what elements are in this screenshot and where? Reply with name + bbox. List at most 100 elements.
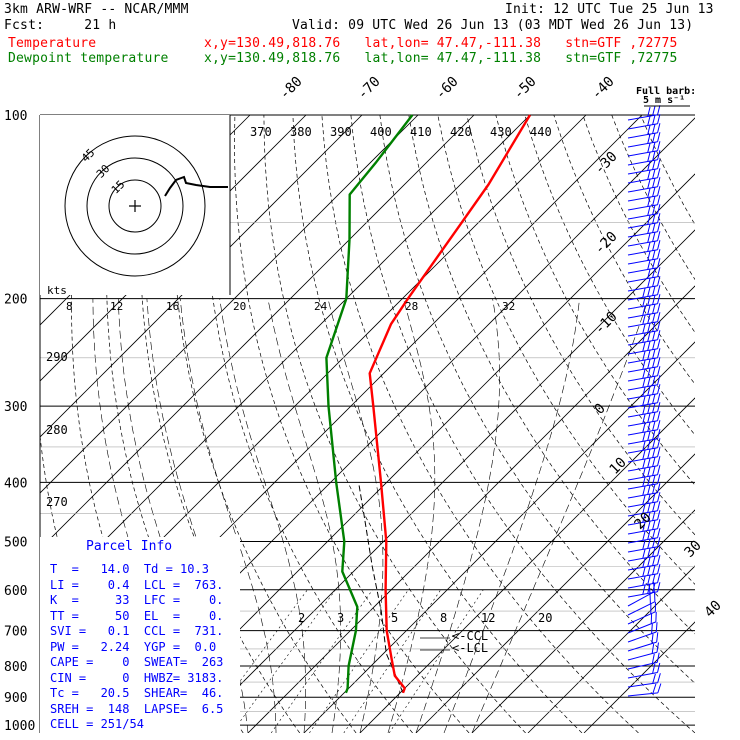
wind-barb-feather — [642, 575, 646, 586]
wind-barb-feather — [657, 267, 661, 277]
wind-key-unit: 5 m s⁻¹ — [643, 95, 685, 106]
wind-barb-feather — [647, 331, 651, 342]
dry-adiabat — [408, 115, 695, 635]
hodograph-axis-label: 28 — [405, 300, 418, 313]
wind-barb-feather — [657, 474, 661, 484]
wind-barb — [627, 150, 661, 166]
moist-adiabat — [443, 298, 580, 733]
wind-barb — [627, 267, 661, 283]
wind-barb — [627, 339, 661, 355]
isotherm-label: 40 — [702, 598, 725, 621]
wind-barb-feather — [642, 332, 646, 343]
wind-barb-feather — [642, 539, 646, 550]
pressure-label: 600 — [4, 584, 27, 599]
wind-barb-feather — [652, 456, 656, 467]
wind-barb-feather — [657, 186, 661, 196]
wind-barb-feather — [652, 564, 656, 575]
wind-barb-feather — [652, 114, 656, 125]
wind-barb-feather — [647, 493, 651, 504]
wind-barb — [627, 258, 661, 274]
wind-barb-feather — [642, 584, 646, 595]
wind-barb-feather — [657, 555, 661, 565]
wind-barb-feather — [647, 340, 651, 351]
wind-barb-staff — [627, 186, 658, 193]
moist-adiabat — [219, 298, 306, 733]
wind-barb — [627, 393, 661, 409]
wind-barb-feather — [647, 358, 651, 369]
moist-adiabat — [267, 298, 341, 733]
isotherm-line — [0, 115, 26, 733]
isotherm-label: -60 — [433, 74, 462, 103]
wind-barb — [627, 294, 661, 310]
wind-barb-feather — [647, 448, 651, 459]
parcel-info-line: Tc = 20.5 SHEAR= 46. — [50, 686, 224, 700]
wind-barb-feather — [652, 673, 656, 684]
wind-barb-feather — [642, 296, 646, 307]
wind-barb-feather — [657, 141, 661, 151]
pressure-label: 100 — [4, 109, 27, 124]
wind-barb-feather — [657, 402, 661, 412]
wind-barb-feather — [655, 622, 658, 633]
wind-barb-feather — [652, 393, 656, 404]
pressure-label: 500 — [4, 535, 27, 550]
mixing-ratio-label: 2 — [298, 611, 305, 625]
wind-barb-feather — [652, 249, 656, 260]
wind-barb-feather — [647, 196, 651, 207]
wind-barb-feather — [652, 204, 656, 215]
wind-barb-feather — [642, 314, 646, 325]
dewpoint-location: x,y=130.49,818.76 lat,lon= 47.47,-111.38… — [204, 51, 678, 66]
wind-barb-staff — [627, 249, 658, 256]
wind-barb — [627, 429, 661, 445]
dry-adiabat — [321, 115, 639, 733]
wind-barb-feather — [652, 150, 656, 161]
temperature-location: x,y=130.49,818.76 lat,lon= 47.47,-111.38… — [204, 36, 678, 51]
dry-adiabat — [203, 115, 413, 733]
wind-barb-staff — [627, 591, 655, 607]
theta-side-label: 270 — [46, 495, 68, 509]
valid-time: Valid: 09 UTC Wed 26 Jun 13 (03 MDT Wed … — [292, 18, 694, 33]
wind-barb — [627, 195, 661, 211]
wind-barb — [627, 186, 661, 202]
theta-side-label: 290 — [46, 350, 68, 364]
wind-barb-feather — [647, 511, 651, 522]
wind-barb-feather — [651, 653, 655, 664]
theta-side-label: 280 — [46, 423, 68, 437]
wind-barb — [627, 204, 661, 220]
isotherm-label: -70 — [355, 74, 384, 103]
wind-barb-feather — [642, 413, 646, 424]
wind-barb-feather — [657, 213, 661, 223]
wind-barb-feather — [657, 393, 661, 403]
wind-barb-feather — [647, 286, 651, 297]
wind-barb-feather — [647, 151, 651, 162]
wind-barb-feather — [652, 573, 656, 584]
pressure-label: 900 — [4, 691, 27, 706]
wind-barb — [627, 492, 661, 508]
mixing-ratio-line — [388, 589, 484, 733]
wind-barb-feather — [657, 249, 661, 259]
wind-barb-feather — [652, 555, 656, 566]
isotherm-line — [247, 285, 695, 733]
theta-label: 410 — [410, 125, 432, 139]
wind-barb-feather — [652, 492, 656, 503]
wind-barb-feather — [649, 594, 651, 604]
wind-barb-feather — [657, 204, 661, 214]
wind-barb — [627, 231, 661, 247]
wind-barb-staff — [627, 641, 657, 652]
wind-barb-feather — [642, 287, 646, 298]
wind-barb-feather — [647, 367, 651, 378]
wind-barb — [627, 662, 661, 679]
wind-barb-feather — [647, 223, 651, 234]
wind-barb-feather — [657, 321, 661, 331]
parcel-info-line: TT = 50 EL = 0. — [50, 608, 224, 623]
wind-barb-feather — [647, 313, 651, 324]
wind-barb-staff — [627, 141, 658, 148]
wind-barb-feather — [647, 484, 651, 495]
wind-barb-feather — [652, 240, 656, 251]
wind-barb-staff — [627, 601, 656, 616]
isotherm-label: -50 — [511, 74, 540, 103]
wind-barb-feather — [657, 231, 661, 241]
wind-barb-feather — [657, 483, 661, 493]
wind-barb-feather — [657, 573, 661, 583]
wind-barb-staff — [627, 123, 658, 130]
wind-barb — [627, 438, 661, 454]
